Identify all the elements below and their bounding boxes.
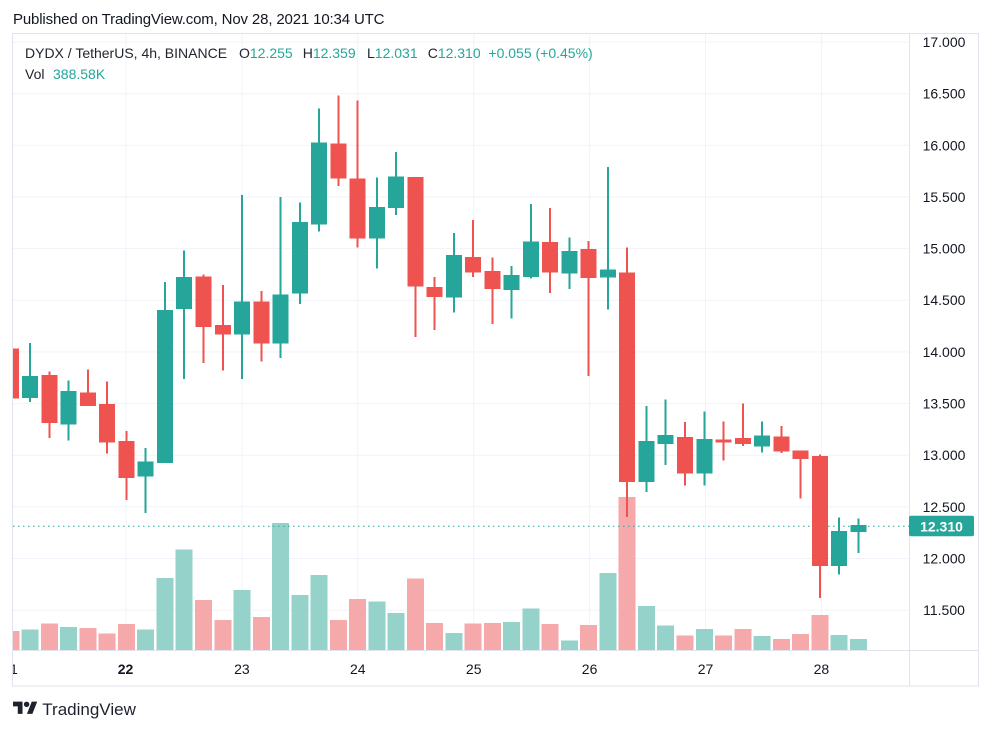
svg-text:16.500: 16.500: [923, 86, 966, 102]
svg-text:H12.359: H12.359: [303, 45, 356, 61]
svg-text:Published on TradingView.com,: Published on TradingView.com, Nov 28, 20…: [13, 11, 385, 28]
svg-text:17.000: 17.000: [923, 34, 966, 50]
svg-text:22: 22: [118, 661, 134, 677]
svg-text:15.000: 15.000: [923, 241, 966, 257]
svg-text:12.500: 12.500: [923, 499, 966, 515]
svg-text:25: 25: [466, 661, 482, 677]
svg-text:TradingView: TradingView: [42, 700, 136, 719]
svg-text:23: 23: [234, 661, 250, 677]
svg-text:27: 27: [698, 661, 714, 677]
svg-text:12.310: 12.310: [920, 518, 963, 534]
svg-text:12.000: 12.000: [923, 551, 966, 567]
svg-text:L12.031: L12.031: [367, 45, 418, 61]
svg-text:C12.310: C12.310: [428, 45, 481, 61]
svg-text:28: 28: [814, 661, 830, 677]
svg-text:13.500: 13.500: [923, 396, 966, 412]
svg-text:21: 21: [2, 661, 18, 677]
svg-text:Vol 388.58K: Vol 388.58K: [25, 66, 106, 82]
svg-text:13.000: 13.000: [923, 447, 966, 463]
svg-text:14.000: 14.000: [923, 344, 966, 360]
svg-text:15.500: 15.500: [923, 189, 966, 205]
svg-text:26: 26: [582, 661, 598, 677]
svg-text:24: 24: [350, 661, 366, 677]
svg-text:14.500: 14.500: [923, 292, 966, 308]
svg-text:16.000: 16.000: [923, 137, 966, 153]
svg-text:DYDX / TetherUS, 4h, BINANCE: DYDX / TetherUS, 4h, BINANCE: [25, 45, 227, 61]
svg-text:+0.055 (+0.45%): +0.055 (+0.45%): [488, 45, 592, 61]
svg-text:11.500: 11.500: [923, 602, 965, 618]
svg-text:O12.255: O12.255: [239, 45, 293, 61]
